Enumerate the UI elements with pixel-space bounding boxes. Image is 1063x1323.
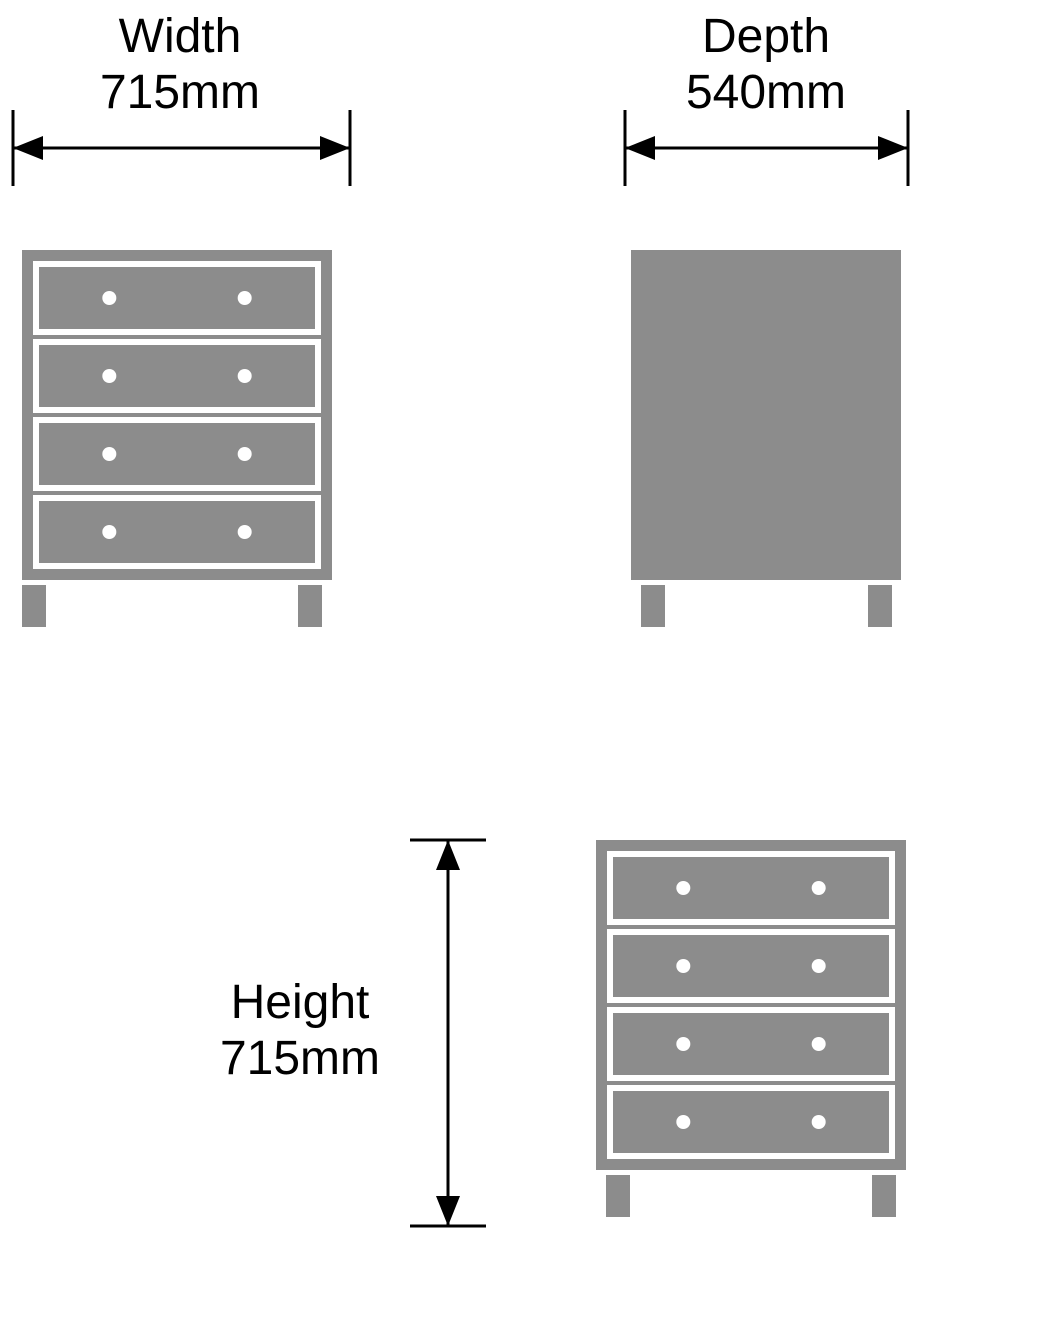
dresser-leg (868, 585, 892, 627)
drawer-knob-icon (812, 1115, 826, 1129)
width-label-name: Width (119, 10, 242, 63)
drawer-knob-icon (676, 881, 690, 895)
dresser-body (596, 840, 906, 1170)
dresser-leg (298, 585, 322, 627)
width-view: Width715mm (13, 10, 350, 627)
dresser-leg (606, 1175, 630, 1217)
drawer-knob-icon (102, 291, 116, 305)
dimension-arrow-horizontal (13, 110, 350, 186)
height-label-value: 715mm (220, 1032, 380, 1085)
dresser-leg (22, 585, 46, 627)
drawer-knob-icon (238, 291, 252, 305)
drawer-knob-icon (812, 959, 826, 973)
drawer-knob-icon (238, 369, 252, 383)
drawer-knob-icon (676, 959, 690, 973)
dresser-side (631, 250, 901, 580)
drawer-knob-icon (238, 447, 252, 461)
drawer-knob-icon (102, 369, 116, 383)
dresser-leg (641, 585, 665, 627)
drawer-knob-icon (812, 881, 826, 895)
height-label-name: Height (231, 976, 370, 1029)
drawer-knob-icon (102, 447, 116, 461)
width-label-value: 715mm (100, 66, 260, 119)
dimension-arrow-horizontal (625, 110, 908, 186)
drawer-knob-icon (812, 1037, 826, 1051)
height-view: Height715mm (220, 840, 906, 1226)
dresser-leg (872, 1175, 896, 1217)
depth-label-value: 540mm (686, 66, 846, 119)
dimension-arrow-vertical (410, 840, 486, 1226)
drawer-knob-icon (676, 1037, 690, 1051)
depth-label-name: Depth (702, 10, 830, 63)
drawer-knob-icon (676, 1115, 690, 1129)
drawer-knob-icon (238, 525, 252, 539)
dresser-body (22, 250, 332, 580)
depth-view: Depth540mm (625, 10, 908, 627)
drawer-knob-icon (102, 525, 116, 539)
